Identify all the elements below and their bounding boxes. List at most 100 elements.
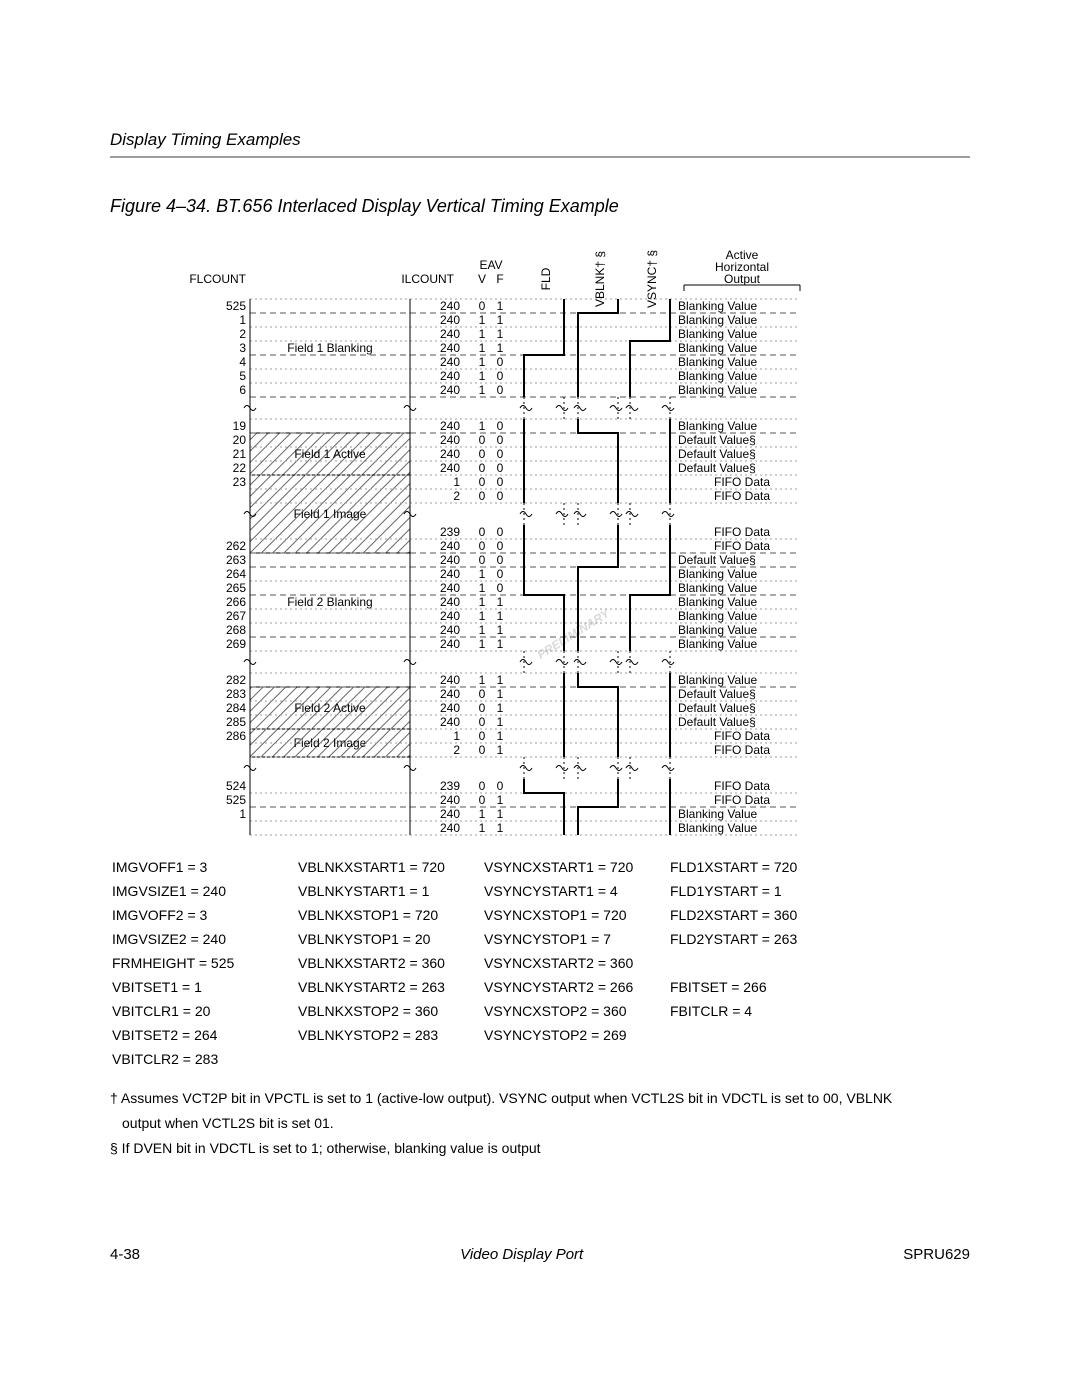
- svg-text:524: 524: [226, 779, 246, 793]
- svg-text:0: 0: [479, 701, 486, 715]
- svg-text:0: 0: [497, 355, 504, 369]
- footer-title: Video Display Port: [460, 1246, 583, 1263]
- param-entry: VSYNCYSTOP2 = 269: [484, 1027, 634, 1043]
- svg-text:0: 0: [497, 447, 504, 461]
- param-entry: VBLNKXSTART1 = 720: [298, 859, 448, 875]
- svg-text:FLD: FLD: [539, 267, 553, 290]
- svg-text:268: 268: [226, 623, 246, 637]
- svg-text:1: 1: [497, 821, 504, 835]
- param-entry: VBLNKXSTOP2 = 360: [298, 1003, 448, 1019]
- svg-text:0: 0: [479, 433, 486, 447]
- svg-text:Blanking Value: Blanking Value: [678, 673, 757, 687]
- svg-text:282: 282: [226, 673, 246, 687]
- param-entry: IMGVSIZE2 = 240: [112, 931, 262, 947]
- svg-text:Field 1 Blanking: Field 1 Blanking: [287, 341, 372, 355]
- svg-text:FIFO Data: FIFO Data: [714, 539, 770, 553]
- svg-text:1: 1: [497, 623, 504, 637]
- svg-text:23: 23: [233, 475, 247, 489]
- svg-text:Output: Output: [724, 272, 761, 286]
- svg-text:240: 240: [440, 461, 460, 475]
- page-footer: 4-38 Video Display Port SPRU629: [110, 1246, 970, 1263]
- svg-text:240: 240: [440, 793, 460, 807]
- svg-text:ILCOUNT: ILCOUNT: [401, 272, 454, 286]
- svg-text:240: 240: [440, 433, 460, 447]
- svg-text:Default Value§: Default Value§: [678, 447, 756, 461]
- svg-text:1: 1: [479, 609, 486, 623]
- svg-text:1: 1: [497, 743, 504, 757]
- svg-text:262: 262: [226, 539, 246, 553]
- svg-text:F: F: [496, 272, 503, 286]
- svg-text:1: 1: [479, 567, 486, 581]
- svg-text:283: 283: [226, 687, 246, 701]
- svg-text:Blanking Value: Blanking Value: [678, 807, 757, 821]
- svg-text:Blanking Value: Blanking Value: [678, 327, 757, 341]
- svg-text:240: 240: [440, 419, 460, 433]
- param-entry: VBLNKXSTART2 = 360: [298, 955, 448, 971]
- svg-text:240: 240: [440, 623, 460, 637]
- svg-text:0: 0: [497, 433, 504, 447]
- param-entry: FLD1XSTART = 720: [670, 859, 820, 875]
- doc-id: SPRU629: [903, 1246, 970, 1263]
- svg-text:240: 240: [440, 821, 460, 835]
- svg-text:240: 240: [440, 701, 460, 715]
- svg-text:1: 1: [497, 793, 504, 807]
- param-entry: FBITCLR = 4: [670, 1003, 820, 1019]
- svg-text:Default Value§: Default Value§: [678, 433, 756, 447]
- svg-text:Blanking Value: Blanking Value: [678, 383, 757, 397]
- param-entry: VSYNCXSTART1 = 720: [484, 859, 634, 875]
- svg-text:1: 1: [239, 313, 246, 327]
- svg-text:284: 284: [226, 701, 246, 715]
- svg-text:240: 240: [440, 687, 460, 701]
- svg-text:1: 1: [497, 807, 504, 821]
- svg-text:0: 0: [497, 369, 504, 383]
- param-entry: VBITSET2 = 264: [112, 1027, 262, 1043]
- svg-text:Field 1 Image: Field 1 Image: [294, 507, 367, 521]
- svg-text:Field 2 Active: Field 2 Active: [294, 701, 366, 715]
- svg-text:240: 240: [440, 715, 460, 729]
- svg-text:286: 286: [226, 729, 246, 743]
- svg-text:269: 269: [226, 637, 246, 651]
- svg-text:FIFO Data: FIFO Data: [714, 793, 770, 807]
- svg-text:0: 0: [479, 299, 486, 313]
- svg-text:PRELIMINARY: PRELIMINARY: [535, 606, 613, 662]
- svg-text:Blanking Value: Blanking Value: [678, 341, 757, 355]
- svg-text:525: 525: [226, 793, 246, 807]
- svg-text:2: 2: [453, 743, 460, 757]
- param-entry: FLD1YSTART = 1: [670, 883, 820, 899]
- svg-text:1: 1: [453, 475, 460, 489]
- svg-text:0: 0: [497, 779, 504, 793]
- param-entry: VSYNCXSTART2 = 360: [484, 955, 634, 971]
- param-entry: FLD2XSTART = 360: [670, 907, 820, 923]
- svg-text:0: 0: [479, 729, 486, 743]
- param-entry: VBLNKYSTART1 = 1: [298, 883, 448, 899]
- svg-text:240: 240: [440, 637, 460, 651]
- svg-text:1: 1: [497, 327, 504, 341]
- svg-text:0: 0: [479, 687, 486, 701]
- svg-text:Blanking Value: Blanking Value: [678, 299, 757, 313]
- page-number: 4-38: [110, 1246, 140, 1263]
- svg-text:1: 1: [479, 821, 486, 835]
- svg-text:1: 1: [479, 637, 486, 651]
- svg-text:1: 1: [479, 623, 486, 637]
- svg-text:240: 240: [440, 539, 460, 553]
- svg-text:240: 240: [440, 383, 460, 397]
- svg-text:0: 0: [479, 539, 486, 553]
- svg-text:Blanking Value: Blanking Value: [678, 355, 757, 369]
- svg-text:1: 1: [497, 313, 504, 327]
- param-entry: VSYNCXSTOP1 = 720: [484, 907, 634, 923]
- svg-text:1: 1: [497, 715, 504, 729]
- svg-text:0: 0: [479, 715, 486, 729]
- svg-text:0: 0: [479, 793, 486, 807]
- svg-text:1: 1: [497, 595, 504, 609]
- timing-diagram: PRELIMINARYFLCOUNTILCOUNTEAVVFFLDVBLNK† …: [160, 235, 920, 845]
- svg-text:1: 1: [479, 327, 486, 341]
- svg-text:0: 0: [497, 489, 504, 503]
- note-dagger-cont: output when VCTL2S bit is set 01.: [122, 1115, 334, 1131]
- svg-text:21: 21: [233, 447, 247, 461]
- svg-text:1: 1: [497, 701, 504, 715]
- param-entry: FBITSET = 266: [670, 979, 820, 995]
- param-entry: VBITCLR2 = 283: [112, 1051, 262, 1067]
- svg-text:240: 240: [440, 327, 460, 341]
- svg-text:1: 1: [479, 355, 486, 369]
- svg-text:2: 2: [453, 489, 460, 503]
